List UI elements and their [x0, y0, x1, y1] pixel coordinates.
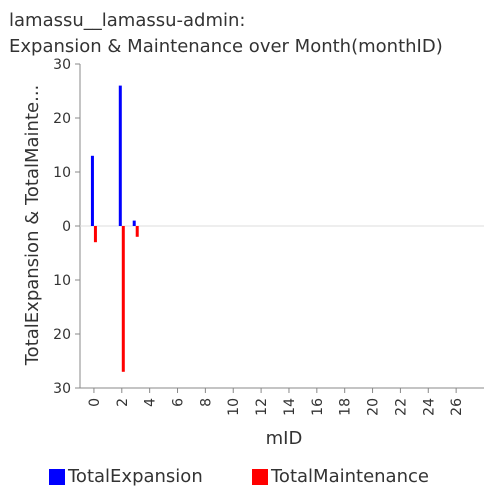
x-tick-label: 16	[310, 398, 326, 416]
x-tick-label: 22	[393, 398, 409, 416]
legend-swatch-maintenance	[252, 468, 268, 485]
chart-title: lamassu__lamassu-admin: Expansion & Main…	[9, 8, 443, 60]
legend-label-expansion: TotalExpansion	[68, 466, 203, 487]
x-tick-label: 0	[87, 398, 103, 407]
chart-title-line2: Expansion & Maintenance over Month(month…	[9, 36, 443, 57]
x-tick-label: 14	[282, 398, 298, 416]
x-tick-label: 20	[366, 398, 382, 416]
x-tick-label: 8	[198, 398, 214, 407]
bar-totalmaintenance-0	[93, 226, 97, 243]
y-tick-label: 0	[62, 219, 71, 235]
bar-totalexpansion-0	[90, 155, 94, 226]
chart-title-line1: lamassu__lamassu-admin:	[9, 10, 246, 31]
x-tick-label: 12	[254, 398, 270, 416]
y-tick-label: 30	[53, 57, 71, 73]
y-tick-label: 20	[53, 111, 71, 127]
y-tick-label: 20	[53, 327, 71, 343]
bar-totalmaintenance-3	[135, 226, 139, 237]
x-tick-label: 24	[421, 398, 437, 416]
legend-swatch-expansion	[49, 468, 65, 485]
x-tick-label: 26	[449, 398, 465, 416]
legend-item-expansion: TotalExpansion	[49, 466, 203, 487]
bar-totalexpansion-3	[132, 220, 136, 226]
legend-item-maintenance: TotalMaintenance	[252, 466, 429, 487]
y-tick-label: 10	[53, 165, 71, 181]
bar-totalmaintenance-2	[121, 226, 125, 372]
y-tick-label: 10	[53, 273, 71, 289]
x-tick-label: 4	[143, 398, 159, 407]
x-tick-label: 6	[171, 398, 187, 407]
legend: TotalExpansion TotalMaintenance	[0, 466, 500, 490]
bar-marks	[90, 85, 139, 372]
y-axis-label: TotalExpansion & TotalMainte...	[22, 85, 43, 367]
x-tick-label: 10	[226, 398, 242, 416]
legend-label-maintenance: TotalMaintenance	[271, 466, 429, 487]
x-tick-label: 2	[115, 398, 131, 407]
x-axis-label: mID	[266, 428, 303, 449]
bar-totalexpansion-2	[118, 85, 122, 226]
x-tick-label: 18	[338, 398, 354, 416]
y-tick-label: 30	[53, 381, 71, 397]
